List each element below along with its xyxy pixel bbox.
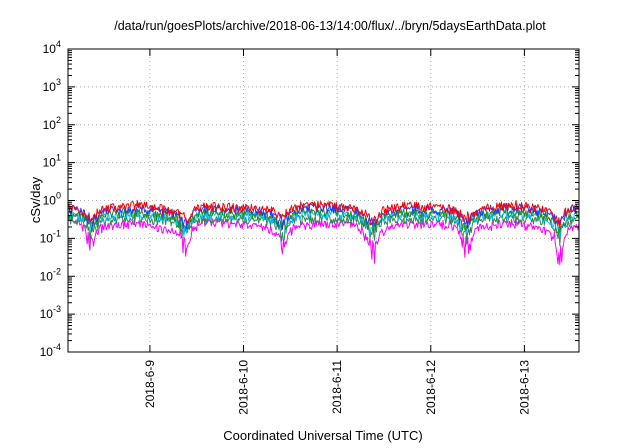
series-layer <box>67 200 580 266</box>
x-tick-label: 2018-6-13 <box>517 360 531 415</box>
chart-title: /data/run/goesPlots/archive/2018-06-13/1… <box>114 19 546 33</box>
y-tick-label: 100 <box>43 191 61 208</box>
series-line <box>67 200 580 229</box>
y-axis-label: cSv/day <box>28 176 43 223</box>
x-tick-label: 2018-6-12 <box>424 360 438 415</box>
y-tick-label: 10-2 <box>40 266 61 283</box>
y-tick-label: 10-1 <box>40 228 61 245</box>
series-line <box>67 213 580 247</box>
x-ticks: 2018-6-9 2018-6-10 2018-6-11 2018-6-12 2018-… <box>143 49 531 415</box>
y-tick-label: 103 <box>43 77 61 94</box>
grid <box>68 49 579 352</box>
y-tick-label: 101 <box>43 153 61 170</box>
x-tick-label: 2018-6-10 <box>237 360 251 415</box>
series-line <box>67 217 580 266</box>
x-axis-label: Coordinated Universal Time (UTC) <box>223 428 422 443</box>
x-tick-label: 2018-6-9 <box>143 360 157 408</box>
y-ticks: 10-4 10-3 10-2 10-1 100 101 102 103 104 <box>40 39 579 359</box>
y-tick-label: 10-4 <box>40 342 61 359</box>
y-tick-label: 10-3 <box>40 304 61 321</box>
x-tick-label: 2018-6-11 <box>330 360 344 414</box>
y-tick-label: 104 <box>43 39 61 56</box>
y-tick-label: 102 <box>43 115 61 132</box>
